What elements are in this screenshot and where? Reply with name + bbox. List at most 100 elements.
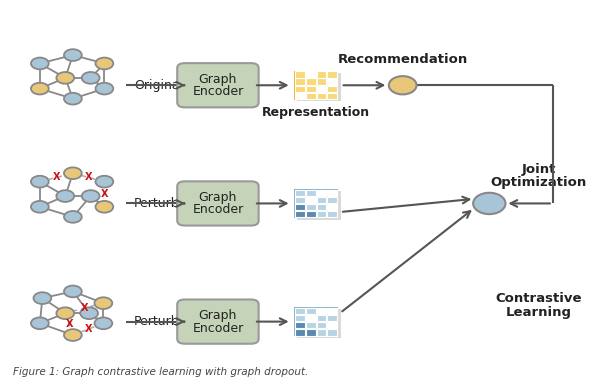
Circle shape	[31, 176, 49, 187]
Bar	[295, 204, 305, 210]
Bar	[316, 93, 327, 99]
Circle shape	[82, 72, 100, 84]
Bar	[295, 86, 305, 92]
Text: X: X	[85, 324, 92, 334]
Bar	[327, 93, 337, 99]
Text: Encoder: Encoder	[193, 321, 244, 334]
Text: Perturbed: Perturbed	[134, 315, 195, 328]
Bar	[327, 190, 337, 196]
Bar	[295, 71, 305, 78]
Bar	[297, 73, 341, 101]
Bar	[306, 190, 315, 196]
Text: Representation: Representation	[262, 106, 370, 119]
Circle shape	[57, 72, 74, 84]
Bar	[327, 211, 337, 217]
Bar	[316, 211, 327, 217]
Circle shape	[57, 190, 74, 202]
Circle shape	[64, 49, 82, 61]
Bar	[306, 329, 315, 336]
Bar	[316, 329, 327, 336]
Bar	[297, 309, 341, 338]
Bar	[295, 197, 305, 203]
Text: Joint: Joint	[522, 163, 555, 175]
Circle shape	[82, 190, 100, 202]
Circle shape	[31, 201, 49, 213]
Circle shape	[95, 58, 113, 70]
Bar	[316, 204, 327, 210]
Text: Encoder: Encoder	[193, 85, 244, 98]
Circle shape	[95, 318, 112, 329]
Text: Learning: Learning	[505, 306, 572, 319]
Circle shape	[64, 329, 82, 341]
Bar	[316, 190, 327, 196]
Bar	[316, 86, 327, 92]
Text: X: X	[80, 303, 88, 313]
Text: Recommendation: Recommendation	[337, 53, 468, 66]
Bar	[306, 197, 315, 203]
Text: Graph: Graph	[198, 73, 237, 86]
Bar	[316, 315, 327, 321]
Circle shape	[57, 307, 74, 319]
Circle shape	[95, 201, 113, 213]
Bar	[327, 78, 337, 85]
Circle shape	[64, 167, 82, 179]
Circle shape	[80, 307, 98, 319]
FancyBboxPatch shape	[177, 181, 259, 225]
Text: Encoder: Encoder	[193, 204, 244, 217]
Bar	[306, 315, 315, 321]
FancyBboxPatch shape	[177, 63, 259, 108]
Bar	[295, 93, 305, 99]
Circle shape	[95, 297, 112, 309]
Circle shape	[95, 83, 113, 94]
Bar	[295, 211, 305, 217]
Bar	[316, 78, 327, 85]
Bar	[316, 322, 327, 328]
Bar	[306, 211, 315, 217]
Bar	[295, 190, 305, 196]
Text: Perturbed: Perturbed	[134, 197, 195, 210]
Bar	[295, 78, 305, 85]
Bar	[294, 307, 338, 336]
Circle shape	[31, 318, 49, 329]
Bar	[306, 204, 315, 210]
Text: Graph: Graph	[198, 191, 237, 204]
Circle shape	[31, 58, 49, 70]
Bar	[327, 329, 337, 336]
Text: Optimization: Optimization	[491, 176, 586, 189]
Text: Original: Original	[134, 79, 184, 92]
Text: X: X	[101, 189, 108, 199]
Circle shape	[31, 83, 49, 94]
Bar	[306, 322, 315, 328]
Bar	[327, 86, 337, 92]
Bar	[306, 86, 315, 92]
Circle shape	[64, 286, 82, 297]
Bar	[316, 197, 327, 203]
Bar	[306, 71, 315, 78]
Circle shape	[389, 76, 417, 94]
Bar	[316, 71, 327, 78]
Bar	[327, 197, 337, 203]
Bar	[295, 308, 305, 314]
Bar	[295, 329, 305, 336]
Bar	[294, 189, 338, 218]
Circle shape	[64, 93, 82, 104]
Bar	[327, 204, 337, 210]
Bar	[306, 308, 315, 314]
Text: Figure 1: Graph contrastive learning with graph dropout.: Figure 1: Graph contrastive learning wit…	[13, 367, 308, 377]
Text: X: X	[66, 319, 73, 329]
Circle shape	[95, 176, 113, 187]
Bar	[306, 78, 315, 85]
Bar	[306, 93, 315, 99]
Bar	[316, 308, 327, 314]
Bar	[294, 71, 338, 99]
Bar	[297, 191, 341, 220]
Bar	[327, 315, 337, 321]
Bar	[295, 322, 305, 328]
Bar	[327, 71, 337, 78]
FancyBboxPatch shape	[177, 300, 259, 344]
Circle shape	[473, 193, 505, 214]
Bar	[327, 308, 337, 314]
Text: X: X	[52, 172, 60, 182]
Circle shape	[64, 211, 82, 223]
Text: X: X	[85, 172, 92, 182]
